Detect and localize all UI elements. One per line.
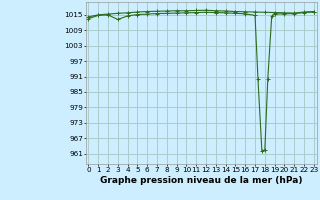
X-axis label: Graphe pression niveau de la mer (hPa): Graphe pression niveau de la mer (hPa)	[100, 176, 303, 185]
